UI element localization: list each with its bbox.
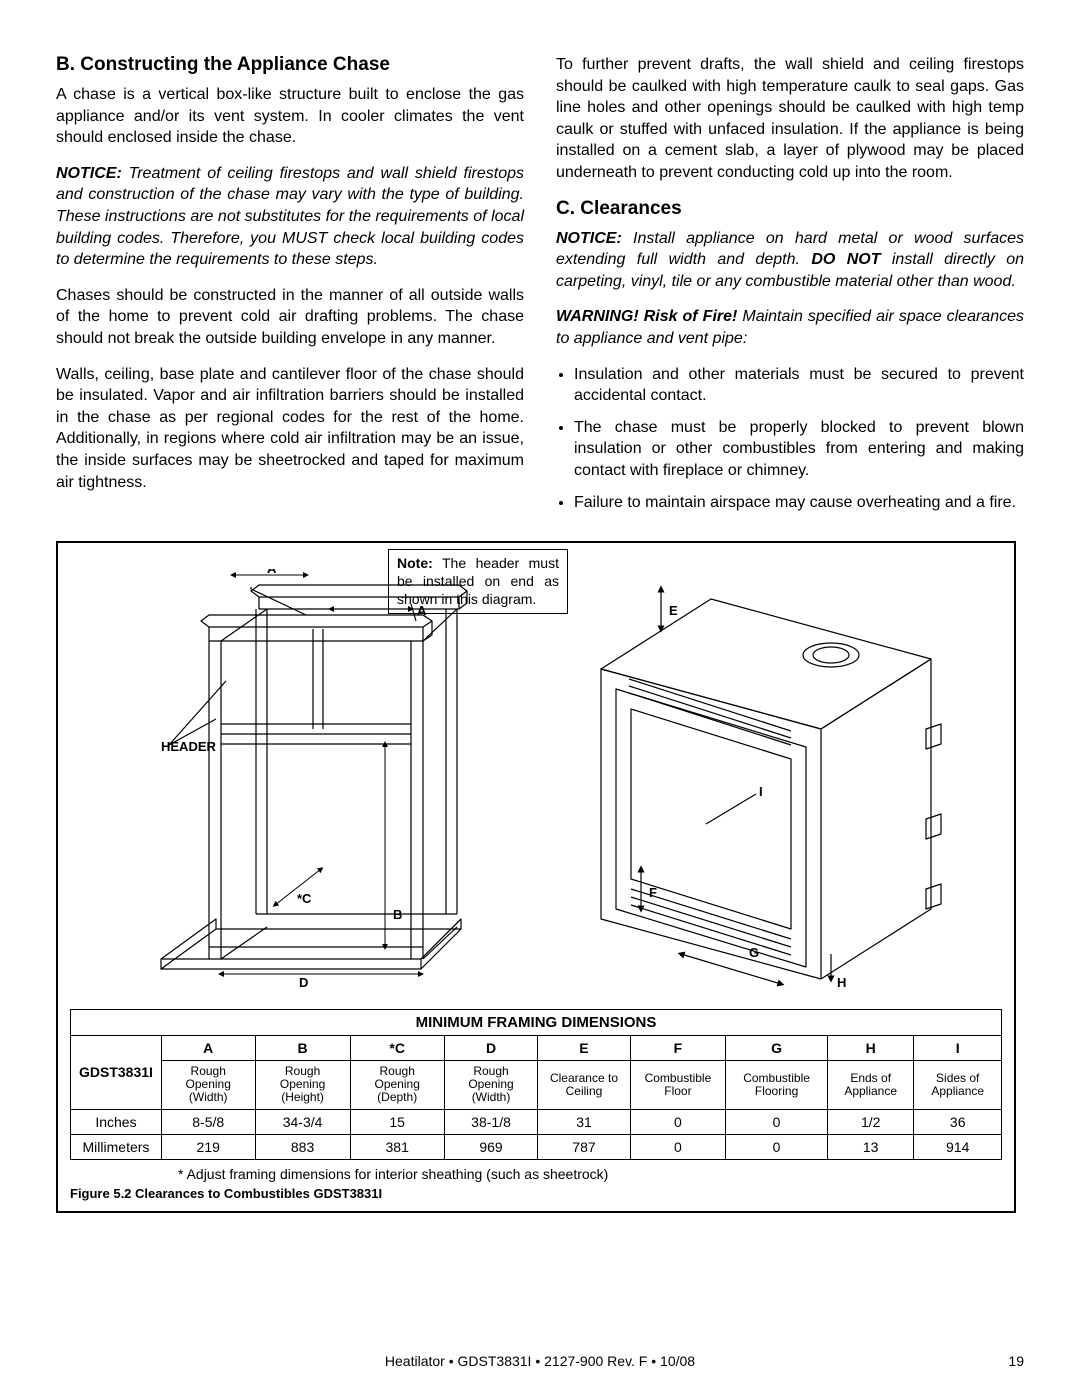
figure-box: Note: The header must be installed on en… [56,541,1016,1213]
r1c5: 0 [630,1134,726,1159]
model-cell: GDST3831I [71,1036,162,1110]
sub-0: Rough Opening (Width) [161,1061,255,1110]
sub-3: Rough Opening (Width) [444,1061,538,1110]
r1c3: 969 [444,1134,538,1159]
appliance-svg: E I F G H [531,559,951,989]
footnote: * Adjust framing dimensions for interior… [178,1166,1002,1182]
framing-diagram: A A B *C D HEADER [121,569,491,989]
sub-2: Rough Opening (Depth) [350,1061,444,1110]
col-C: *C [350,1036,444,1061]
donot-text: DO NOT [811,251,880,268]
clearance-list: Insulation and other materials must be s… [556,364,1024,514]
appliance-diagram: E I F G H [531,559,951,989]
r0c6: 0 [726,1109,828,1134]
label-A2: A [417,603,427,618]
warning-label: WARNING! Risk of Fire! [556,308,737,325]
label-F: F [649,885,657,900]
label-B: B [393,907,402,922]
framing-svg: A A B *C D HEADER [121,569,491,989]
r0c5: 0 [630,1109,726,1134]
label-G: G [749,945,759,960]
section-b-p2: Chases should be constructed in the mann… [56,285,524,350]
r1c0: 219 [161,1134,255,1159]
notice-label-c: NOTICE: [556,230,622,247]
header-label: HEADER [161,739,217,754]
sub-5: Combustible Floor [630,1061,726,1110]
label-I: I [759,784,763,799]
section-b-p3: Walls, ceiling, base plate and cantileve… [56,364,524,494]
notice-label: NOTICE: [56,165,122,182]
sub-7: Ends of Appliance [827,1061,913,1110]
r0c8: 36 [914,1109,1002,1134]
col-B: B [255,1036,350,1061]
section-c-heading: C. Clearances [556,198,1024,220]
r1c7: 13 [827,1134,913,1159]
sub-6: Combustible Flooring [726,1061,828,1110]
r0c1: 34-3/4 [255,1109,350,1134]
table-title: MINIMUM FRAMING DIMENSIONS [71,1010,1002,1036]
label-D: D [299,975,308,989]
col-G: G [726,1036,828,1061]
label-A1: A [267,569,277,576]
figure-caption: Figure 5.2 Clearances to Combustibles GD… [70,1186,1002,1201]
page-footer: Heatilator • GDST3831I • 2127-900 Rev. F… [0,1353,1080,1369]
section-b-notice: NOTICE: Treatment of ceiling firestops a… [56,163,524,271]
sub-4: Clearance to Ceiling [538,1061,630,1110]
r1c2: 381 [350,1134,444,1159]
sub-8: Sides of Appliance [914,1061,1002,1110]
col-D: D [444,1036,538,1061]
r1c6: 0 [726,1134,828,1159]
section-c-warning: WARNING! Risk of Fire! Maintain specifie… [556,306,1024,349]
footer-center: Heatilator • GDST3831I • 2127-900 Rev. F… [385,1353,695,1369]
col-A: A [161,1036,255,1061]
section-c-notice: NOTICE: Install appliance on hard metal … [556,228,1024,293]
left-column: B. Constructing the Appliance Chase A ch… [56,54,524,523]
r0c3: 38-1/8 [444,1109,538,1134]
label-H: H [837,975,846,989]
r0c0: 8-5/8 [161,1109,255,1134]
bullet-2: Failure to maintain airspace may cause o… [574,492,1024,514]
footer-page: 19 [1008,1353,1024,1369]
label-C: *C [297,891,312,906]
row0-label: Inches [71,1109,162,1134]
right-p1: To further prevent drafts, the wall shie… [556,54,1024,184]
diagrams-row: A A B *C D HEADER [70,559,1002,989]
col-F: F [630,1036,726,1061]
text-columns: B. Constructing the Appliance Chase A ch… [56,54,1024,523]
col-E: E [538,1036,630,1061]
section-b-heading: B. Constructing the Appliance Chase [56,54,524,76]
notice-text: Treatment of ceiling firestops and wall … [56,165,524,268]
r0c2: 15 [350,1109,444,1134]
col-I: I [914,1036,1002,1061]
row1-label: Millimeters [71,1134,162,1159]
r1c1: 883 [255,1134,350,1159]
bullet-1: The chase must be properly blocked to pr… [574,417,1024,482]
bullet-0: Insulation and other materials must be s… [574,364,1024,407]
section-b-p1: A chase is a vertical box-like structure… [56,84,524,149]
r1c4: 787 [538,1134,630,1159]
r1c8: 914 [914,1134,1002,1159]
col-H: H [827,1036,913,1061]
right-column: To further prevent drafts, the wall shie… [556,54,1024,523]
sub-1: Rough Opening (Height) [255,1061,350,1110]
framing-table: MINIMUM FRAMING DIMENSIONS GDST3831I A B… [70,1009,1002,1160]
label-E: E [669,603,678,618]
r0c4: 31 [538,1109,630,1134]
r0c7: 1/2 [827,1109,913,1134]
